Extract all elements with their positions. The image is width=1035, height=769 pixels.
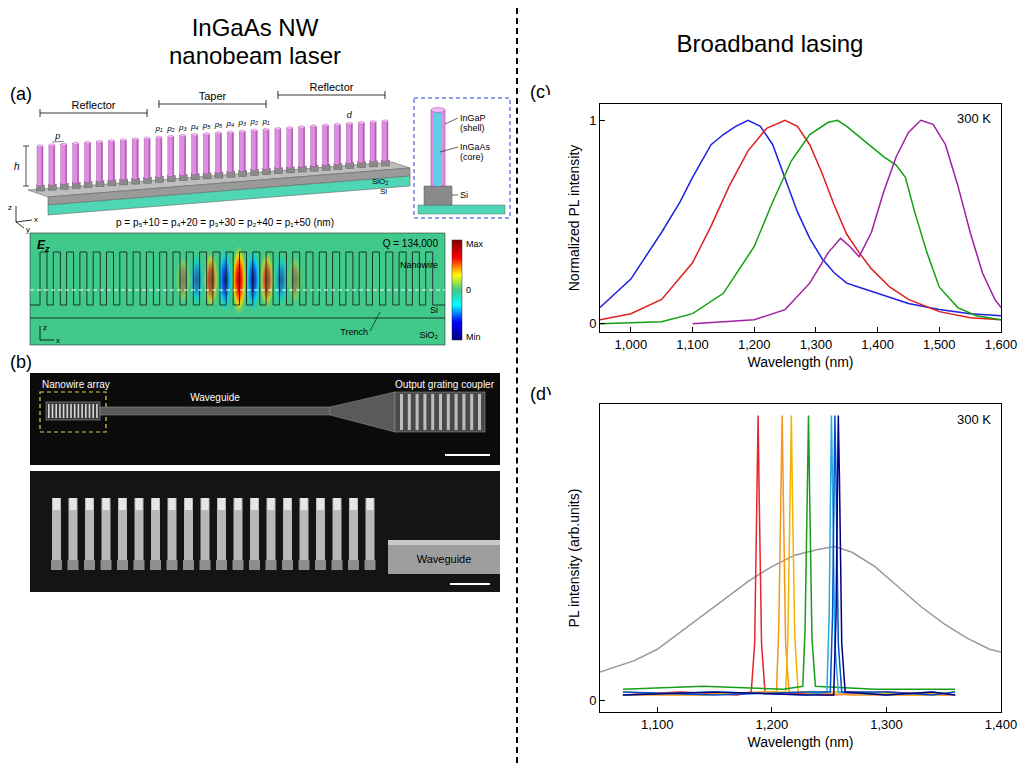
svg-text:1,000: 1,000 (615, 337, 648, 352)
svg-text:Si: Si (460, 190, 468, 200)
svg-text:1,400: 1,400 (861, 337, 894, 352)
svg-text:p = p₅+10 = p₄+20 = p₃+30 = p₂: p = p₅+10 = p₄+20 = p₃+30 = p₂+40 = p₁+5… (116, 217, 334, 228)
svg-text:Si: Si (380, 187, 387, 196)
svg-text:300 K: 300 K (957, 412, 991, 427)
svg-text:h: h (14, 161, 20, 172)
svg-text:Wavelength (nm): Wavelength (nm) (747, 734, 853, 750)
html-text:InGaAs NW: InGaAs NW (191, 14, 319, 41)
svg-text:1: 1 (589, 113, 596, 128)
svg-text:Ez: Ez (37, 238, 50, 254)
svg-text:z: z (43, 323, 47, 332)
svg-text:PL intensity (arb.units): PL intensity (arb.units) (566, 489, 582, 628)
svg-text:p₁: p₁ (262, 117, 270, 126)
html-text:Broadband lasing: Broadband lasing (676, 30, 864, 57)
svg-text:z: z (8, 203, 12, 212)
svg-text:1,100: 1,100 (676, 337, 709, 352)
svg-text:Min: Min (466, 332, 481, 342)
html-text:(d): (d) (530, 384, 552, 404)
svg-text:0: 0 (589, 693, 596, 708)
svg-text:p: p (54, 131, 60, 141)
svg-text:Max: Max (466, 239, 484, 249)
svg-text:p₂: p₂ (249, 117, 258, 126)
svg-text:1,100: 1,100 (641, 717, 674, 732)
svg-text:p₃: p₃ (237, 118, 246, 127)
svg-text:p₅: p₅ (202, 121, 211, 130)
svg-text:(shell): (shell) (460, 123, 485, 133)
svg-text:1,500: 1,500 (923, 337, 956, 352)
svg-text:Si: Si (430, 305, 438, 315)
svg-text:InGaAs: InGaAs (460, 142, 491, 152)
svg-text:1,300: 1,300 (800, 337, 833, 352)
svg-text:p₅: p₅ (214, 120, 223, 129)
html-text:nanobeam laser: nanobeam laser (168, 42, 342, 69)
svg-text:p₁: p₁ (155, 124, 163, 133)
svg-text:Q = 134,000: Q = 134,000 (383, 238, 439, 249)
svg-text:Reflector: Reflector (309, 81, 353, 93)
svg-text:0: 0 (466, 285, 471, 295)
svg-text:300 K: 300 K (957, 111, 991, 126)
svg-text:y: y (26, 225, 30, 234)
svg-text:x: x (34, 215, 38, 224)
html-text:(c): (c) (530, 82, 551, 102)
svg-text:p₄: p₄ (226, 119, 235, 128)
svg-text:SiO₂: SiO₂ (372, 177, 388, 186)
svg-text:Normalized PL intensity: Normalized PL intensity (566, 145, 582, 292)
svg-text:InGaP: InGaP (460, 113, 486, 123)
svg-text:Nanowire array: Nanowire array (42, 379, 110, 390)
svg-text:1,200: 1,200 (756, 717, 789, 732)
svg-text:1,200: 1,200 (738, 337, 771, 352)
svg-text:Reflector: Reflector (72, 99, 116, 111)
svg-text:Trench: Trench (340, 327, 368, 337)
svg-text:0: 0 (589, 316, 596, 331)
svg-text:Waveguide: Waveguide (417, 553, 472, 565)
svg-text:p₂: p₂ (166, 124, 175, 133)
svg-text:Nanowire: Nanowire (400, 260, 438, 270)
svg-text:1,400: 1,400 (985, 717, 1018, 732)
svg-text:(core): (core) (460, 152, 484, 162)
svg-text:p₄: p₄ (190, 122, 199, 131)
svg-text:1,600: 1,600 (985, 337, 1018, 352)
svg-text:SiO₂: SiO₂ (420, 330, 439, 340)
svg-text:Wavelength (nm): Wavelength (nm) (747, 354, 853, 370)
svg-text:d: d (347, 110, 353, 120)
svg-text:Output grating coupler: Output grating coupler (395, 379, 495, 390)
svg-text:(b): (b) (10, 352, 32, 372)
svg-text:Taper: Taper (199, 90, 227, 102)
svg-text:(a): (a) (10, 84, 32, 104)
svg-text:p₃: p₃ (178, 123, 187, 132)
svg-text:x: x (56, 336, 60, 345)
svg-text:1,300: 1,300 (870, 717, 903, 732)
svg-text:Waveguide: Waveguide (190, 392, 240, 403)
